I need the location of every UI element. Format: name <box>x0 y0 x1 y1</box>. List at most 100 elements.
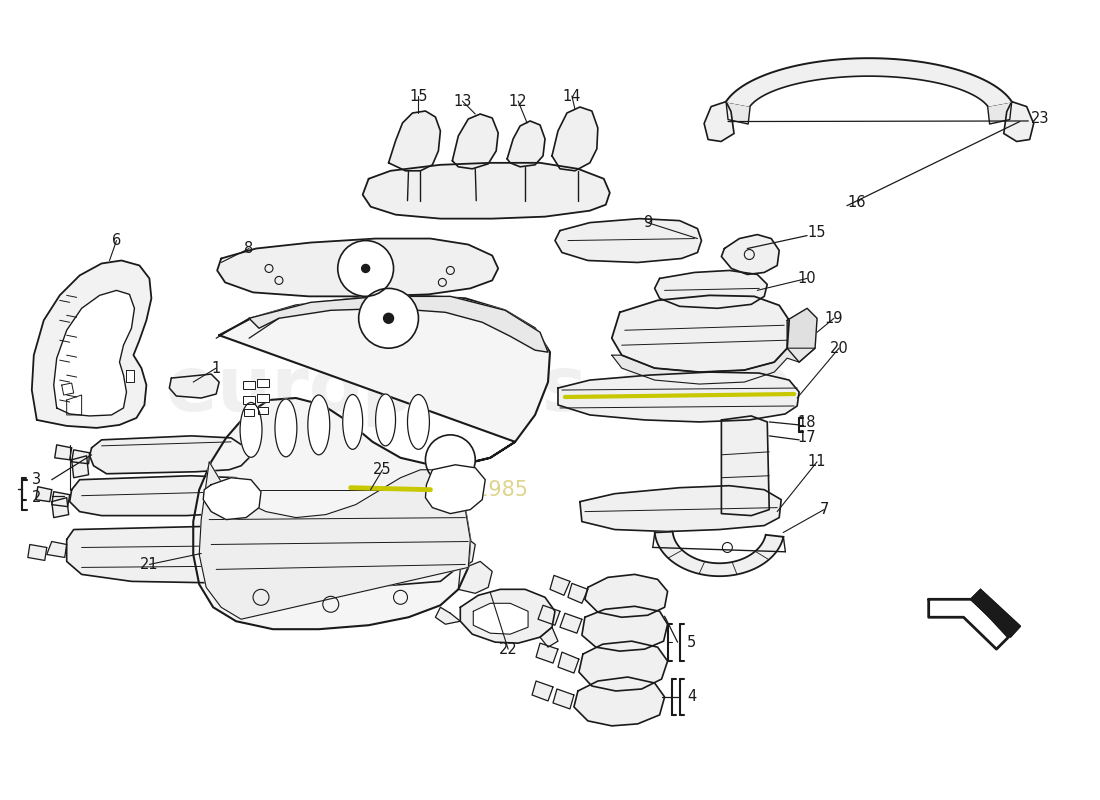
Bar <box>257 394 270 402</box>
Polygon shape <box>460 590 556 643</box>
Text: 14: 14 <box>563 89 581 103</box>
Polygon shape <box>582 606 668 651</box>
Ellipse shape <box>308 395 330 455</box>
Polygon shape <box>249 296 548 352</box>
Polygon shape <box>928 599 1009 649</box>
Text: 18: 18 <box>798 415 816 430</box>
Ellipse shape <box>375 394 396 446</box>
Text: a passion for parts since 1985: a passion for parts since 1985 <box>213 480 528 500</box>
Polygon shape <box>89 436 249 474</box>
Polygon shape <box>612 348 815 384</box>
Polygon shape <box>169 374 219 398</box>
Bar <box>243 381 255 389</box>
Bar <box>258 407 268 414</box>
Text: 17: 17 <box>798 430 816 446</box>
Polygon shape <box>388 111 440 170</box>
Polygon shape <box>473 603 528 634</box>
Polygon shape <box>436 607 460 624</box>
Text: 3: 3 <box>32 472 42 487</box>
Polygon shape <box>532 681 553 701</box>
Polygon shape <box>62 383 74 395</box>
Polygon shape <box>540 627 558 647</box>
Bar <box>257 379 270 387</box>
Text: 13: 13 <box>453 94 472 109</box>
Polygon shape <box>36 486 52 502</box>
Bar <box>258 407 268 414</box>
Polygon shape <box>988 102 1012 124</box>
Text: 16: 16 <box>848 195 866 210</box>
Polygon shape <box>47 542 67 558</box>
Text: 4: 4 <box>686 690 696 705</box>
Text: 5: 5 <box>686 634 696 650</box>
Polygon shape <box>199 462 471 619</box>
Polygon shape <box>970 590 1021 637</box>
Polygon shape <box>459 562 492 594</box>
Polygon shape <box>726 102 750 124</box>
Polygon shape <box>552 107 597 170</box>
Polygon shape <box>217 238 498 296</box>
Bar <box>257 379 270 387</box>
Polygon shape <box>507 121 544 167</box>
Circle shape <box>426 435 475 485</box>
Polygon shape <box>72 450 89 464</box>
Polygon shape <box>204 478 261 519</box>
Polygon shape <box>556 218 702 262</box>
Polygon shape <box>574 677 664 726</box>
Polygon shape <box>363 163 609 218</box>
Polygon shape <box>32 261 152 428</box>
Circle shape <box>359 288 418 348</box>
Polygon shape <box>52 498 68 518</box>
Ellipse shape <box>407 394 429 450</box>
Text: 12: 12 <box>509 94 527 109</box>
Polygon shape <box>536 643 558 663</box>
Polygon shape <box>72 456 89 478</box>
Text: 7: 7 <box>820 502 828 517</box>
Circle shape <box>362 265 370 273</box>
Bar <box>243 396 255 404</box>
Text: 25: 25 <box>373 462 392 478</box>
Text: 21: 21 <box>140 557 158 572</box>
Circle shape <box>384 314 394 323</box>
Ellipse shape <box>240 402 262 458</box>
Polygon shape <box>426 465 485 514</box>
Text: 20: 20 <box>829 341 848 356</box>
Polygon shape <box>54 290 134 416</box>
Polygon shape <box>452 114 498 169</box>
Ellipse shape <box>343 394 363 450</box>
Polygon shape <box>538 606 560 626</box>
Circle shape <box>338 241 394 296</box>
Polygon shape <box>194 295 550 630</box>
Text: 19: 19 <box>825 310 844 326</box>
Polygon shape <box>654 532 783 576</box>
Polygon shape <box>612 295 789 372</box>
Polygon shape <box>126 370 134 382</box>
Polygon shape <box>579 641 668 691</box>
Ellipse shape <box>275 399 297 457</box>
Polygon shape <box>28 545 47 561</box>
Bar <box>244 410 254 417</box>
Polygon shape <box>722 234 779 274</box>
Polygon shape <box>553 689 574 709</box>
Polygon shape <box>440 534 475 570</box>
Polygon shape <box>52 492 69 506</box>
Polygon shape <box>55 445 72 460</box>
Polygon shape <box>568 583 587 603</box>
Polygon shape <box>580 486 781 531</box>
Text: 2: 2 <box>32 490 42 505</box>
Text: 23: 23 <box>1031 111 1049 126</box>
Bar <box>244 410 254 417</box>
Bar <box>257 394 270 402</box>
Polygon shape <box>67 526 460 586</box>
Text: 9: 9 <box>644 215 652 230</box>
Text: 8: 8 <box>244 241 254 256</box>
Text: 1: 1 <box>211 361 221 376</box>
Text: 11: 11 <box>807 454 826 470</box>
Polygon shape <box>550 575 570 595</box>
Text: europarts.com: europarts.com <box>166 353 794 427</box>
Bar <box>243 396 255 404</box>
Polygon shape <box>69 476 249 515</box>
Polygon shape <box>726 58 1012 106</box>
Polygon shape <box>558 372 799 422</box>
Bar <box>243 381 255 389</box>
Text: 6: 6 <box>112 233 121 248</box>
